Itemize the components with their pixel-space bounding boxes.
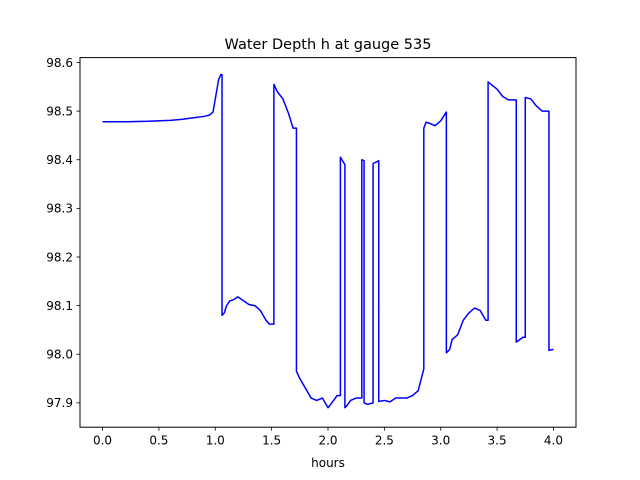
y-axis: 97.9 98.0 98.1 98.2 98.3 98.4 98.5 98.6 bbox=[46, 56, 80, 410]
y-tick-label: 97.9 bbox=[46, 396, 73, 410]
y-tick-label: 98.1 bbox=[46, 299, 73, 313]
plot-area bbox=[102, 73, 554, 409]
axes-frame bbox=[79, 57, 577, 428]
x-tick-label: 0.0 bbox=[93, 434, 112, 448]
x-tick-label: 0.5 bbox=[149, 434, 168, 448]
y-tick-label: 98.3 bbox=[46, 202, 73, 216]
series-line-0 bbox=[102, 73, 554, 409]
x-tick-label: 2.0 bbox=[318, 434, 337, 448]
x-tick-label: 4.0 bbox=[544, 434, 563, 448]
y-tick-label: 98.0 bbox=[46, 348, 73, 362]
x-axis: 0.0 0.5 1.0 1.5 2.0 2.5 3.0 3.5 4.0 bbox=[93, 427, 563, 448]
x-tick-label: 2.5 bbox=[375, 434, 394, 448]
x-tick-label: 3.5 bbox=[488, 434, 507, 448]
y-tick-label: 98.4 bbox=[46, 153, 73, 167]
x-tick-label: 1.5 bbox=[262, 434, 281, 448]
y-tick-label: 98.2 bbox=[46, 250, 73, 264]
chart-title: Water Depth h at gauge 535 bbox=[225, 37, 432, 53]
x-axis-label: hours bbox=[311, 456, 345, 470]
x-tick-label: 1.0 bbox=[206, 434, 225, 448]
y-tick-label: 98.5 bbox=[46, 104, 73, 118]
x-tick-label: 3.0 bbox=[431, 434, 450, 448]
y-tick-label: 98.6 bbox=[46, 56, 73, 70]
